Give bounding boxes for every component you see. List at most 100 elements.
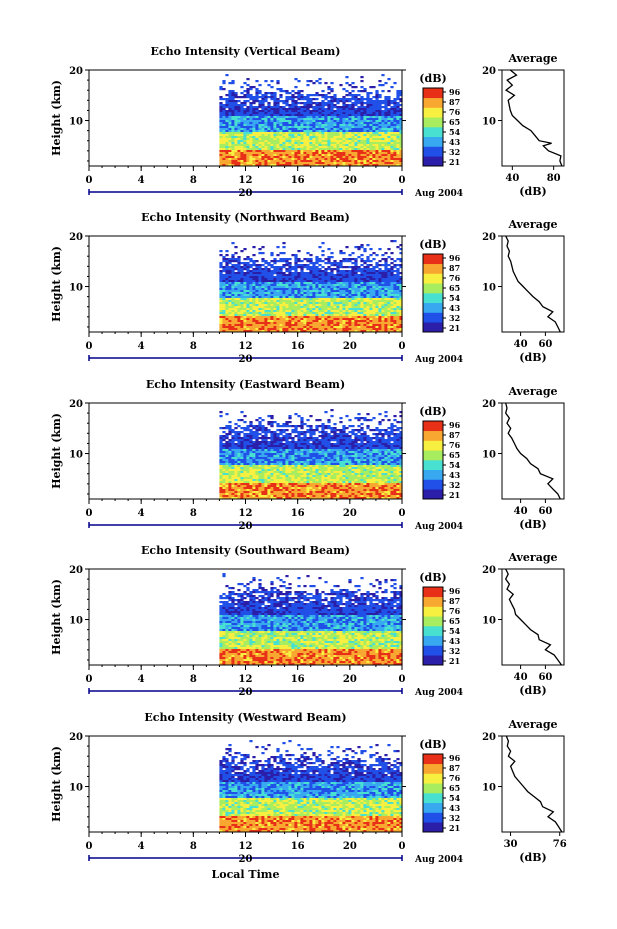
heatmap-cell — [345, 124, 349, 127]
heatmap-cell — [231, 439, 235, 442]
heatmap-cell — [348, 126, 352, 129]
heatmap-cell — [348, 282, 352, 285]
heatmap-cell — [243, 314, 247, 317]
heatmap-cell — [315, 138, 319, 141]
heatmap-cell — [312, 160, 316, 163]
heatmap-cell — [219, 449, 223, 452]
heatmap-cell — [360, 142, 364, 145]
heatmap-cell — [225, 425, 229, 428]
heatmap-cell — [330, 268, 334, 271]
heatmap-cell — [342, 154, 346, 157]
heatmap-cell — [219, 142, 223, 145]
heatmap-cell — [234, 316, 238, 319]
heatmap-cell — [327, 148, 331, 151]
heatmap-cell — [279, 330, 283, 333]
heatmap-cell — [360, 144, 364, 147]
heatmap-cell — [267, 140, 271, 143]
heatmap-cell — [309, 324, 313, 327]
heatmap-cell — [282, 330, 286, 333]
heatmap-cell — [315, 80, 319, 83]
heatmap-cell — [360, 304, 364, 307]
heatmap-cell — [276, 144, 280, 147]
heatmap-cell — [324, 146, 328, 149]
heatmap-cell — [324, 128, 328, 131]
heatmap-cell — [285, 108, 289, 111]
heatmap-cell — [390, 330, 394, 333]
heatmap-cell — [240, 302, 244, 305]
heatmap-cell — [327, 134, 331, 137]
heatmap-cell — [315, 108, 319, 111]
heatmap-cell — [240, 130, 244, 133]
heatmap-cell — [339, 308, 343, 311]
heatmap-cell — [333, 138, 337, 141]
heatmap-cell — [288, 116, 292, 119]
heatmap-cell — [378, 276, 382, 279]
heatmap-cell — [246, 320, 250, 323]
heatmap-cell — [324, 120, 328, 123]
heatmap-cell — [273, 122, 277, 125]
heatmap-cell — [225, 312, 229, 315]
colorbar-tick-label: 43 — [449, 137, 461, 147]
heatmap-cell — [234, 302, 238, 305]
y-tick-label: 10 — [69, 283, 83, 294]
heatmap-cell — [219, 144, 223, 147]
heatmap-cell — [339, 274, 343, 277]
heatmap-cell — [384, 140, 388, 143]
heatmap-cell — [219, 447, 223, 450]
heatmap-cell — [243, 120, 247, 123]
heatmap-cell — [273, 164, 277, 167]
heatmap-cell — [399, 124, 403, 127]
heatmap-cell — [363, 102, 367, 105]
heatmap-cell — [309, 140, 313, 143]
heatmap-cell — [240, 276, 244, 279]
heatmap-cell — [354, 316, 358, 319]
heatmap-cell — [357, 330, 361, 333]
heatmap-cell — [291, 148, 295, 151]
heatmap-cell — [384, 112, 388, 115]
heatmap-cell — [225, 114, 229, 117]
heatmap-cell — [270, 294, 274, 297]
heatmap-cell — [393, 142, 397, 145]
heatmap-cell — [351, 258, 355, 261]
heatmap-cell — [279, 140, 283, 143]
heatmap-cell — [309, 132, 313, 135]
heatmap-cell — [276, 122, 280, 125]
heatmap-cell — [234, 162, 238, 165]
heatmap-cell — [318, 312, 322, 315]
heatmap-cell — [261, 124, 265, 127]
heatmap-cell — [333, 282, 337, 285]
heatmap-cell — [276, 324, 280, 327]
heatmap-cell — [273, 128, 277, 131]
heatmap-cell — [393, 148, 397, 151]
heatmap-cell — [261, 122, 265, 125]
heatmap-cell — [336, 122, 340, 125]
heatmap-cell — [354, 246, 358, 249]
heatmap-cell — [237, 118, 241, 121]
heatmap-cell — [306, 160, 310, 163]
heatmap-cell — [273, 306, 277, 309]
heatmap-cell — [240, 459, 244, 462]
heatmap-cell — [225, 250, 229, 253]
heatmap-cell — [342, 258, 346, 261]
heatmap-cell — [390, 276, 394, 279]
heatmap-cell — [222, 459, 226, 462]
heatmap-cell — [399, 330, 403, 333]
heatmap-cell — [279, 286, 283, 289]
heatmap-cell — [375, 320, 379, 323]
heatmap-cell — [243, 318, 247, 321]
heatmap-cell — [333, 152, 337, 155]
heatmap-cell — [327, 322, 331, 325]
heatmap-cell — [321, 132, 325, 135]
heatmap-cell — [306, 140, 310, 143]
colorbar-tick-label: 87 — [449, 97, 460, 107]
heatmap-cell — [366, 258, 370, 261]
heatmap-cell — [297, 126, 301, 129]
heatmap-cell — [252, 308, 256, 311]
heatmap-cell — [276, 320, 280, 323]
heatmap-cell — [270, 254, 274, 257]
heatmap-cell — [366, 304, 370, 307]
colorbar-swatch — [423, 127, 443, 138]
heatmap-cell — [297, 90, 301, 93]
heatmap-cell — [348, 300, 352, 303]
heatmap-cell — [264, 120, 268, 123]
